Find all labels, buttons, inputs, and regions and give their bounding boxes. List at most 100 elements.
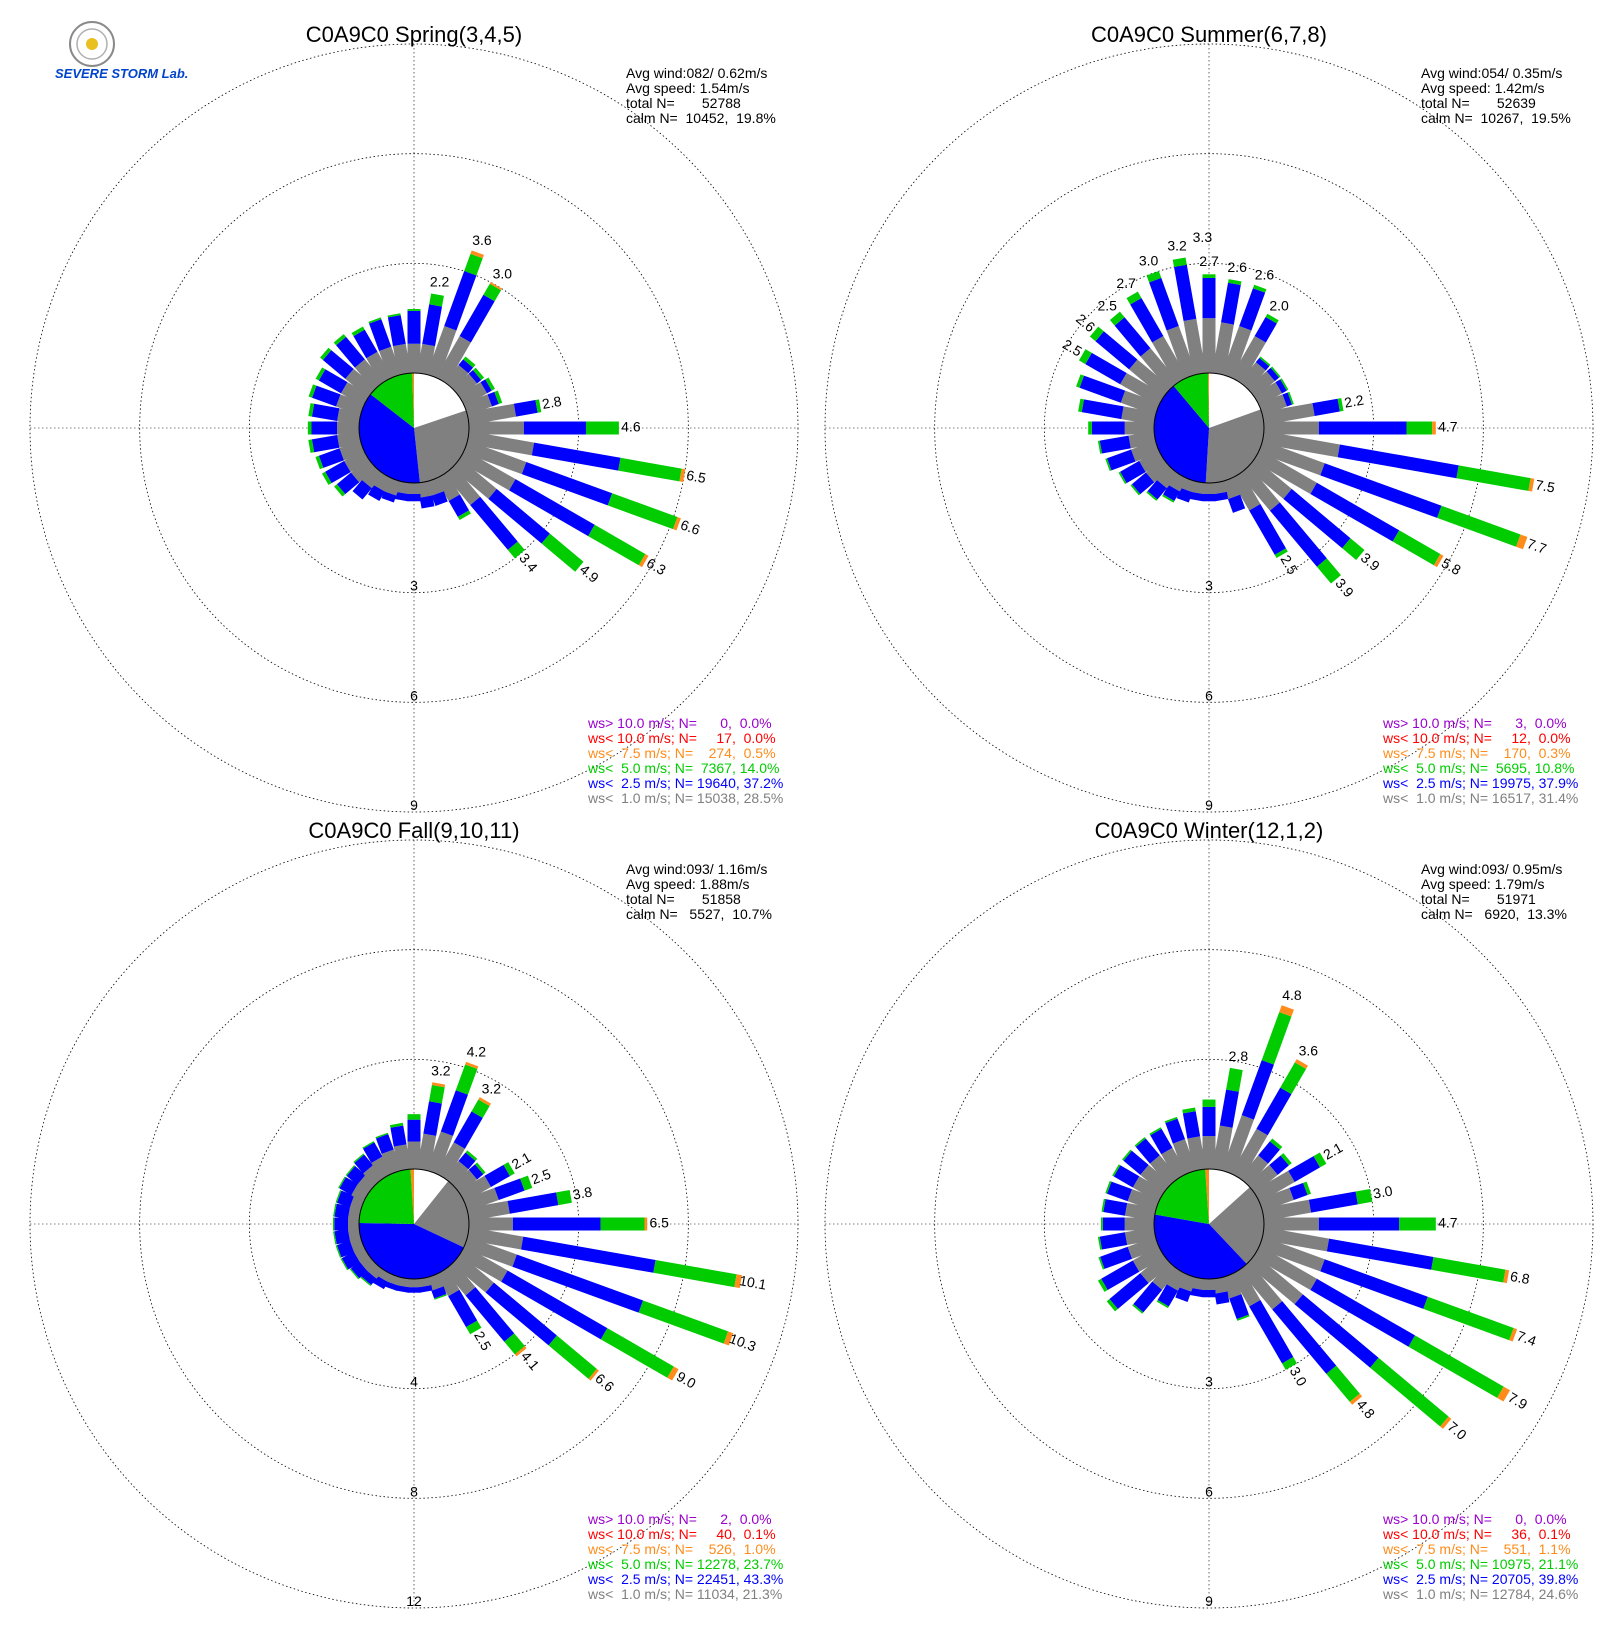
legend-entry-lt10: ws< 10.0 m/s; N= 12, 0.0% [1382, 730, 1571, 746]
bar-segment-lt2_5 [311, 403, 340, 422]
bar-220 [1146, 465, 1179, 501]
bar-segment-lt1 [1152, 1261, 1179, 1290]
bar-label: 3.0 [493, 266, 513, 282]
bar-340 [1164, 1116, 1197, 1175]
bar-220 [1132, 1261, 1179, 1314]
bar-segment-lt5 [1162, 494, 1175, 503]
bar-segment-lt5 [541, 533, 584, 572]
legend-entry-lt7_5: ws< 7.5 m/s; N= 170, 0.3% [1382, 745, 1571, 761]
bar-segment-lt1 [1202, 1279, 1216, 1290]
bar-segment-lt1 [417, 1277, 432, 1288]
bar-segment-lt7_5 [679, 468, 686, 483]
bar-segment-lt1 [463, 440, 527, 475]
pie-slice-lt5 [370, 373, 414, 428]
bar-segment-lt5 [618, 457, 682, 482]
bar-segment-lt2_5 [458, 1152, 476, 1170]
bar-180 [1202, 1279, 1216, 1298]
chart-title: C0A9C0 Spring(3,4,5) [306, 22, 522, 47]
bar-350 [1172, 257, 1206, 375]
bar-segment-lt1 [1202, 483, 1216, 494]
bar-segment-lt1 [417, 481, 433, 498]
bar-segment-lt5 [494, 390, 503, 405]
bar-segment-lt2_5 [1308, 1191, 1358, 1213]
bar-segment-lt5 [1109, 311, 1125, 326]
bar-segment-lt5 [1078, 349, 1092, 365]
bar-segment-lt2_5 [1310, 1278, 1416, 1347]
bar-segment-lt1 [348, 1217, 359, 1231]
bar-segment-lt2_5 [1165, 1118, 1186, 1144]
bar-segment-lt1 [361, 465, 384, 489]
bar-segment-lt2_5 [334, 1217, 349, 1231]
bar-240 [1118, 449, 1165, 484]
bar-segment-lt1 [467, 403, 517, 425]
bar-segment-lt1 [463, 1236, 517, 1267]
bar-segment-lt2_5 [352, 479, 372, 500]
pie-slice-lt2_5 [358, 1222, 464, 1279]
bar-340 [375, 1132, 402, 1175]
bar-label: 2.5 [1278, 552, 1302, 577]
bar-segment-lt5 [1259, 356, 1271, 367]
pie-slice-lt2_5 [1154, 385, 1209, 483]
bar-segment-lt2_5 [363, 1142, 383, 1163]
bar-segment-lt2_5 [1109, 1273, 1149, 1309]
bar-segment-lt2_5 [346, 1166, 366, 1185]
bar-segment-lt2_5 [1131, 472, 1155, 495]
chart-title: C0A9C0 Fall(9,10,11) [308, 818, 519, 843]
bar-segment-lt1 [1258, 440, 1325, 476]
bar-40 [1239, 356, 1271, 391]
legend-entry-lt5: ws< 5.0 m/s; N= 12278, 23.7% [587, 1556, 783, 1572]
bar-segment-lt5 [556, 1189, 572, 1206]
bar-170 [417, 481, 435, 509]
bar-segment-lt2_5 [1337, 444, 1459, 479]
bar-segment-lt5 [1097, 1278, 1108, 1292]
bar-segment-lt2_5 [419, 495, 435, 509]
bar-segment-lt1 [1183, 318, 1206, 375]
bar-segment-lt2_5 [1256, 1087, 1292, 1136]
bar-300 [1078, 349, 1165, 407]
bar-segment-lt5 [334, 484, 346, 497]
bar-label: 2.7 [1199, 253, 1219, 269]
bar-segment-lt5 [1076, 374, 1084, 388]
bar-segment-lt2_5 [1320, 1259, 1428, 1309]
bar-segment-lt5 [1355, 1189, 1373, 1205]
bar-270 [1100, 1217, 1155, 1231]
bar-30 [435, 1097, 491, 1180]
bar-label: 2.1 [1320, 1139, 1345, 1163]
bar-segment-lt1 [1124, 1217, 1155, 1231]
bar-20 [1221, 1005, 1294, 1175]
bar-segment-lt2_5 [1147, 479, 1167, 500]
bar-110 [463, 1236, 734, 1346]
bar-260 [333, 1227, 361, 1245]
bar-segment-lt2_5 [1099, 435, 1131, 454]
bar-segment-lt5 [1172, 257, 1187, 267]
bar-segment-lt5 [1252, 284, 1267, 293]
bar-segment-lt5 [335, 1245, 342, 1258]
ring-label: 4 [410, 1374, 418, 1390]
bar-segment-lt5 [1088, 421, 1092, 435]
legend-entry-lt1: ws< 1.0 m/s; N= 12784, 24.6% [1382, 1586, 1578, 1602]
bar-segment-lt5 [308, 403, 315, 417]
bar-segment-lt2_5 [1120, 460, 1146, 484]
bar-segment-lt5 [429, 293, 444, 307]
bar-segment-lt1 [469, 1217, 513, 1231]
bar-segment-lt2_5 [336, 336, 365, 368]
bar-150 [1230, 1268, 1297, 1370]
bar-segment-lt2_5 [1095, 331, 1138, 370]
bar-segment-lt5 [1228, 279, 1242, 285]
bar-segment-lt5 [1269, 1138, 1283, 1150]
bar-segment-lt5 [503, 1162, 515, 1177]
bar-segment-lt1 [1202, 1136, 1216, 1169]
bar-label: 4.7 [1438, 1215, 1458, 1231]
bar-segment-lt5 [338, 1176, 346, 1189]
bar-segment-lt2_5 [1227, 494, 1246, 513]
logo: SEVERE STORM Lab. [55, 21, 188, 81]
bar-label: 4.6 [621, 419, 641, 435]
bar-segment-lt5 [1132, 1303, 1144, 1314]
bar-segment-lt2_5 [1079, 375, 1126, 403]
bar-300 [315, 367, 370, 407]
bar-310 [1122, 1149, 1172, 1194]
bar-60 [458, 1162, 515, 1203]
bar-150 [1230, 472, 1288, 559]
bar-label: 3.3 [1193, 229, 1213, 245]
bar-100 [467, 431, 686, 483]
